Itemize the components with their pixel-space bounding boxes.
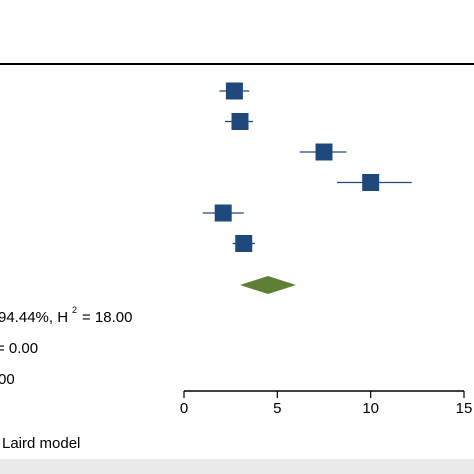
- heterogeneity-test: 00: [0, 371, 15, 388]
- point-estimate-marker: [235, 235, 253, 252]
- study-estimates: [202, 82, 412, 252]
- point-estimate-marker: [225, 82, 243, 100]
- x-tick-label: 0: [180, 400, 188, 417]
- overall-diamond: [240, 276, 296, 294]
- x-tick-label: 5: [273, 400, 281, 417]
- point-estimate-marker: [362, 174, 380, 191]
- point-estimate-marker: [214, 204, 232, 222]
- study-row: [337, 174, 412, 191]
- heterogeneity-tau2: = 0.00: [0, 340, 38, 357]
- point-estimate-marker: [231, 113, 249, 130]
- study-row: [232, 235, 255, 252]
- heterogeneity-h2-value: = 18.00: [82, 309, 132, 326]
- study-row: [225, 113, 254, 130]
- model-footnote: Laird model: [2, 435, 80, 452]
- study-row: [299, 143, 347, 161]
- x-tick-label: 15: [456, 400, 473, 417]
- h2-superscript: 2: [72, 305, 77, 315]
- point-estimate-marker: [315, 143, 333, 161]
- footer-bar: [0, 459, 474, 474]
- heterogeneity-i2: 94.44%, H: [0, 309, 68, 326]
- study-row: [219, 82, 250, 100]
- x-axis-ticks: 0 5 10 15: [180, 391, 473, 417]
- x-tick-label: 10: [362, 400, 379, 417]
- study-row: [202, 204, 244, 222]
